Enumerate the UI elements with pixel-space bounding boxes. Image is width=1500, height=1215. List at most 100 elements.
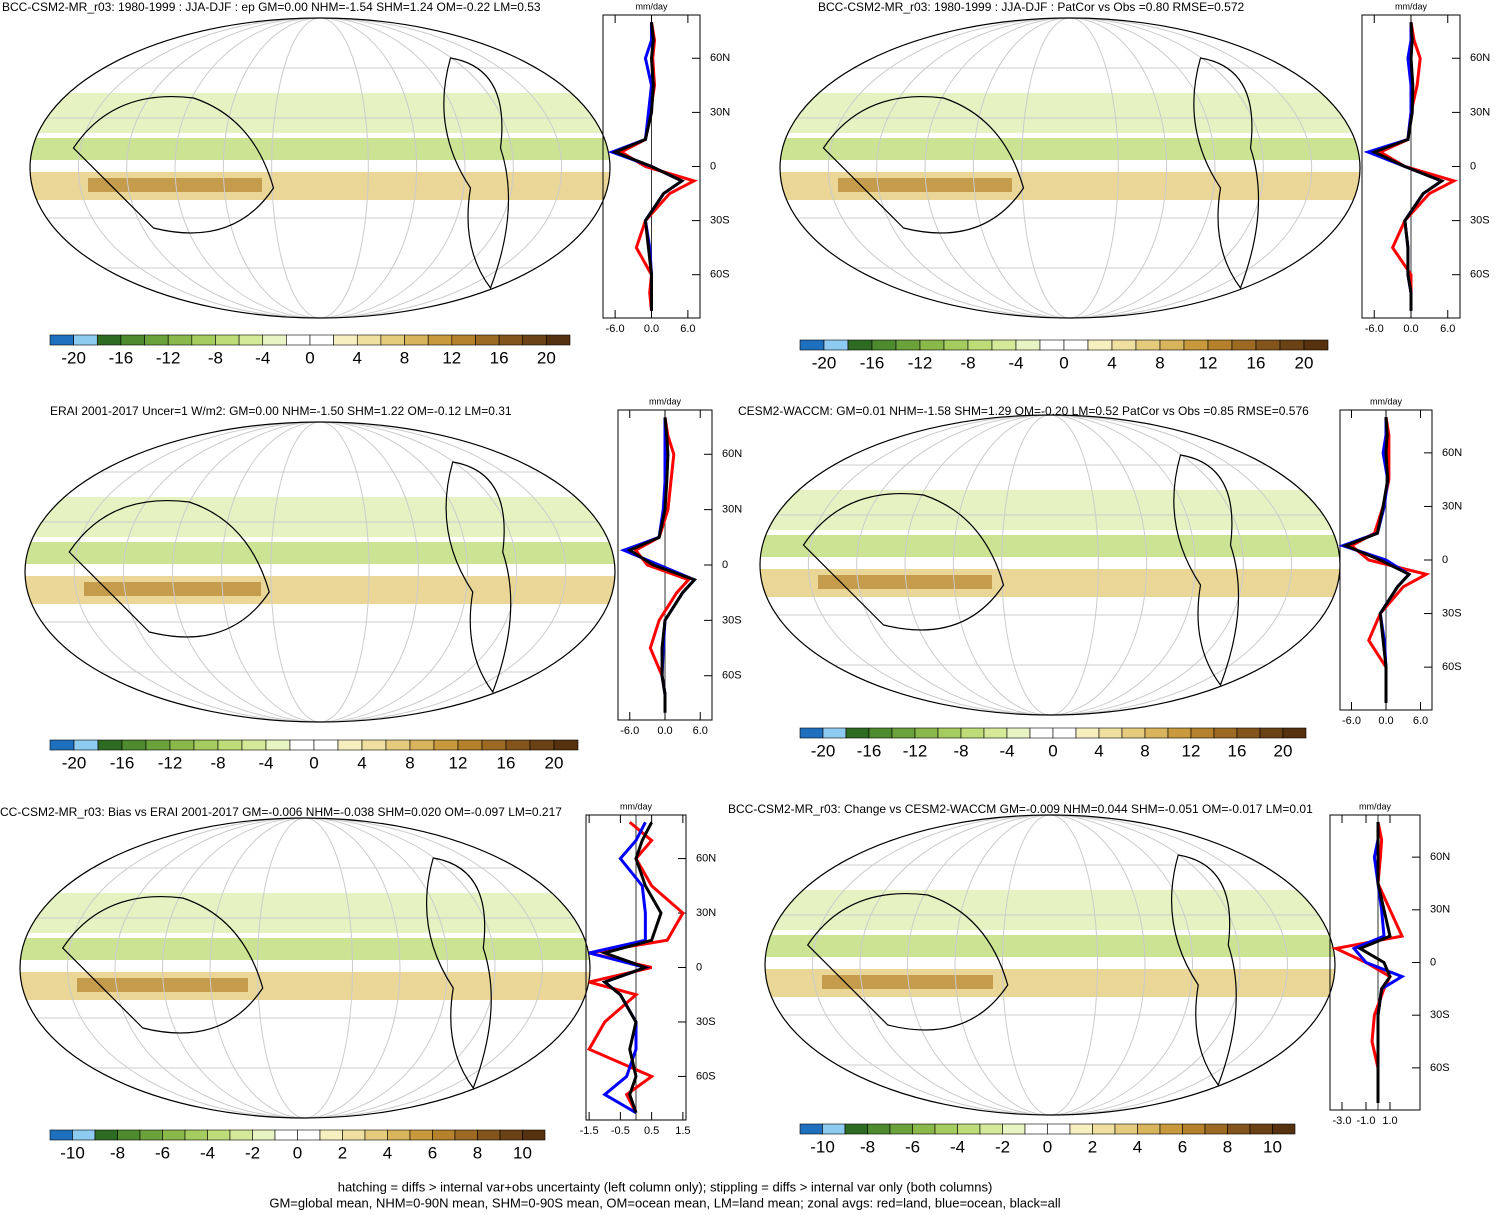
colorbar-box: [943, 339, 969, 351]
meridian: [257, 818, 353, 1118]
x-tick-label: 1.0: [1382, 1115, 1397, 1127]
colorbar-label: 0: [1059, 353, 1068, 372]
colorbar-box: [1135, 339, 1161, 351]
unit-label: mm/day: [1370, 396, 1403, 406]
colorbar-label: 6: [428, 1143, 437, 1162]
unit-label: mm/day: [649, 396, 682, 406]
y-tick-label: 30S: [1430, 1009, 1450, 1021]
colorbar-label: 0: [1043, 1137, 1052, 1156]
colorbar-box: [145, 739, 171, 751]
coastline: [802, 454, 1240, 687]
colorbar-box: [433, 739, 459, 751]
colorbar-box: [1121, 727, 1146, 739]
colorbar-box: [845, 727, 870, 739]
colorbar-box: [385, 739, 411, 751]
meridian: [907, 815, 1193, 1115]
map-band: [30, 138, 610, 160]
meridian: [807, 415, 1293, 715]
colorbar-box: [49, 1129, 73, 1141]
zonal-line: [1377, 21, 1458, 311]
colorbar-box: [1272, 1123, 1296, 1135]
map-band: [88, 178, 262, 192]
colorbar-box: [957, 1123, 981, 1135]
colorbar-box: [1236, 727, 1261, 739]
colorbar-box: [432, 1129, 456, 1141]
colorbar-box: [1303, 339, 1329, 351]
coastline: [806, 854, 1237, 1087]
y-tick-label: 30N: [1442, 500, 1462, 512]
colorbar-box: [454, 1129, 478, 1141]
map-band: [30, 93, 610, 133]
colorbar-label: -8: [208, 348, 223, 367]
meridian: [876, 18, 1264, 318]
colorbar-box: [914, 727, 939, 739]
map-band: [25, 497, 615, 537]
meridian: [126, 18, 514, 318]
colorbar-label: 4: [1094, 741, 1103, 760]
colorbar-box: [120, 334, 145, 346]
zonal-line: [626, 417, 697, 713]
x-tick-label: 0.5: [644, 1125, 659, 1137]
colorbar-box: [215, 334, 240, 346]
colorbar-label: 2: [338, 1143, 347, 1162]
coastline: [72, 57, 510, 290]
colorbar-box: [522, 1129, 546, 1141]
colorbar-box: [505, 739, 531, 751]
zonal-line: [633, 417, 692, 713]
colorbar-label: 6: [1178, 1137, 1187, 1156]
colorbar-label: 4: [1107, 353, 1116, 372]
y-tick-label: 30N: [710, 106, 730, 118]
colorbar-box: [1159, 339, 1185, 351]
colorbar-label: -6: [905, 1137, 920, 1156]
colorbar-box: [167, 334, 193, 346]
map-border: [19, 817, 591, 1119]
colorbar-box: [867, 1123, 891, 1135]
colorbar-label: 20: [537, 348, 556, 367]
colorbar-label: 10: [1263, 1137, 1282, 1156]
map-background: [760, 415, 1340, 715]
x-tick-label: 0.0: [1378, 715, 1393, 727]
colorbar-label: -16: [109, 348, 134, 367]
colorbar-box: [1279, 339, 1305, 351]
map-band: [760, 535, 1340, 557]
y-tick-label: 60N: [722, 448, 742, 460]
map-border: [29, 17, 611, 319]
x-tick-label: 6.0: [693, 725, 708, 737]
colorbar-label: 2: [1088, 1137, 1097, 1156]
colorbar-box: [1137, 1123, 1161, 1135]
colorbar-box: [1213, 727, 1238, 739]
colorbar-box: [477, 1129, 501, 1141]
y-tick-label: 60S: [710, 269, 730, 281]
map-band: [84, 582, 261, 596]
meridian: [67, 818, 543, 1118]
x-tick-label: -6.0: [606, 323, 625, 335]
colorbar-box: [121, 739, 147, 751]
map-band: [765, 935, 1335, 957]
meridian: [812, 815, 1288, 1115]
meridian: [952, 415, 1148, 715]
footnote: hatching = diffs > internal var+obs unce…: [338, 1179, 993, 1194]
colorbar-box: [871, 339, 897, 351]
unit-label: mm/day: [635, 1, 668, 11]
y-tick-label: 0: [1442, 554, 1448, 566]
colorbar-box: [1114, 1123, 1138, 1135]
colorbar-label: 12: [449, 753, 468, 772]
y-tick-label: 30S: [710, 215, 730, 227]
y-tick-label: 30N: [696, 907, 716, 919]
meridian: [859, 815, 1241, 1115]
colorbar-box: [1047, 1123, 1071, 1135]
colorbar-box: [1204, 1123, 1228, 1135]
colorbar-box: [499, 1129, 523, 1141]
colorbar-box: [889, 1123, 913, 1135]
colorbar-label: -20: [811, 741, 836, 760]
x-tick-label: -3.0: [1333, 1115, 1352, 1127]
colorbar-box: [553, 739, 579, 751]
colorbar-box: [934, 1123, 958, 1135]
colorbar-label: -2: [995, 1137, 1010, 1156]
map-band: [20, 893, 590, 933]
colorbar-label: 16: [1247, 353, 1266, 372]
colorbar-box: [73, 334, 98, 346]
map-body: [765, 815, 1335, 1115]
colorbar-box: [409, 739, 435, 751]
colorbar-box: [289, 739, 315, 751]
